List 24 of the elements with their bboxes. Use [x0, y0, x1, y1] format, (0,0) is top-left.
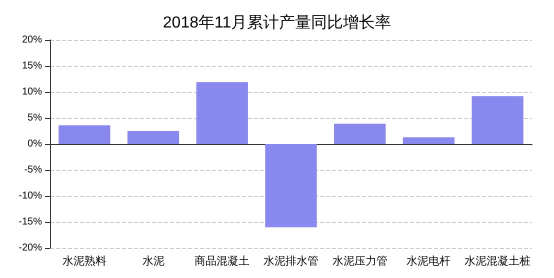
x-tick-label: 水泥熟料 — [62, 254, 106, 268]
y-tick-label: -20% — [18, 242, 42, 254]
chart-title: 2018年11月累计产量同比增长率 — [162, 14, 392, 32]
bar — [472, 96, 524, 144]
bar — [127, 131, 180, 144]
bar — [402, 137, 455, 144]
y-tick-label: 5% — [28, 112, 42, 124]
x-tick-label: 水泥 — [142, 254, 164, 268]
bar — [265, 144, 317, 228]
x-tick-label: 商品混凝土 — [194, 254, 250, 268]
x-tick-label: 水泥电杆 — [406, 254, 451, 268]
x-tick-label: 水泥混凝土桩 — [464, 254, 531, 268]
x-tick-label: 水泥压力管 — [332, 254, 388, 268]
y-tick-label: -5% — [24, 164, 42, 176]
y-tick-label: 0% — [28, 138, 42, 150]
y-tick-label: -10% — [18, 190, 42, 202]
y-tick-label: 10% — [22, 86, 42, 98]
y-tick-label: 15% — [22, 60, 42, 72]
bar — [58, 125, 110, 144]
x-tick-label: 水泥排水管 — [264, 254, 318, 268]
bar — [196, 82, 248, 144]
y-tick-label: -15% — [18, 216, 42, 228]
y-tick-label: 20% — [22, 34, 42, 46]
bar — [334, 124, 386, 144]
